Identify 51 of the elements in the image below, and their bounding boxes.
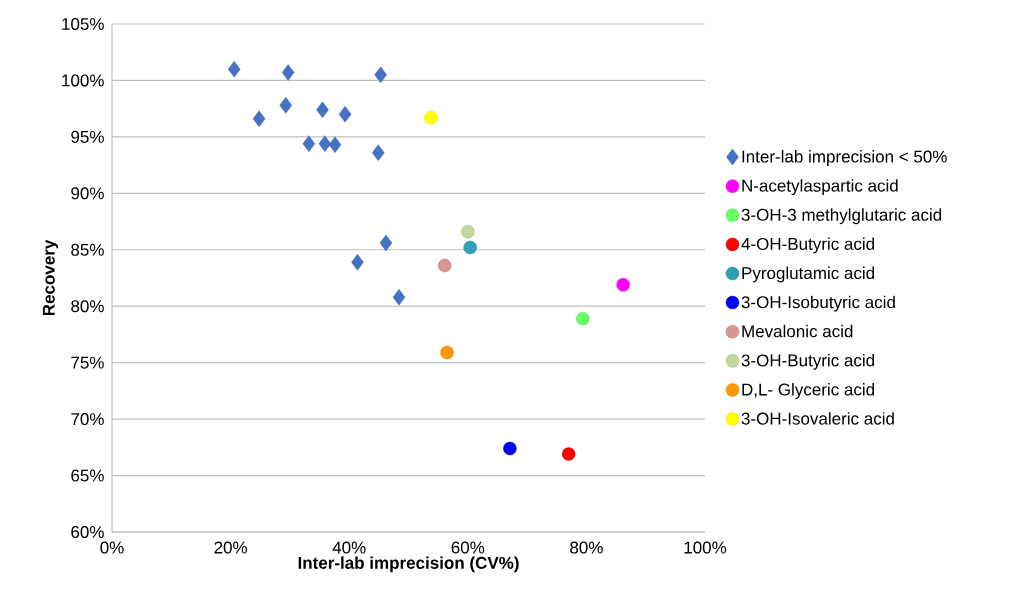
point xyxy=(424,110,438,125)
point xyxy=(316,101,329,118)
point xyxy=(437,258,452,273)
point xyxy=(503,441,517,456)
legend-label: N-acetylaspartic acid xyxy=(742,179,898,196)
point xyxy=(561,447,576,461)
point xyxy=(374,66,387,83)
point xyxy=(463,240,477,255)
legend-label: Mevalonic acid xyxy=(742,324,853,338)
point xyxy=(372,144,385,161)
point xyxy=(279,97,292,114)
x-tick-label: 40% xyxy=(332,541,366,554)
point xyxy=(227,60,241,78)
legend-label: 4-OH-Butyric acid xyxy=(741,237,875,254)
point xyxy=(318,135,332,152)
point xyxy=(338,106,352,123)
x-tick-label: 0% xyxy=(100,541,124,554)
y-axis-title: Recovery xyxy=(42,239,59,316)
point xyxy=(392,288,406,306)
legend-label: D,L- Glyceric acid xyxy=(742,383,875,399)
y-tick-label: 85% xyxy=(71,243,104,256)
point xyxy=(379,234,393,252)
y-tick-label: 60% xyxy=(71,525,104,539)
y-tick-label: 80% xyxy=(71,300,104,313)
point xyxy=(281,64,295,81)
x-tick-label: 100% xyxy=(684,541,727,554)
point xyxy=(328,136,342,153)
y-tick-label: 90% xyxy=(71,187,104,200)
legend-label: 3-OH-3 methylglutaric acid xyxy=(741,208,942,225)
point xyxy=(461,225,475,239)
legend-label: Pyroglutamic acid xyxy=(742,266,875,283)
legend-label: 3-OH-Butyric acid xyxy=(741,353,875,370)
point xyxy=(302,135,316,152)
y-tick-label: 100% xyxy=(62,74,104,87)
legend-label: 3-OH-Isovaleric acid xyxy=(741,412,894,425)
y-tick-label: 95% xyxy=(71,130,104,143)
point xyxy=(351,253,364,271)
x-tick-label: 20% xyxy=(214,541,248,554)
y-tick-label: 105% xyxy=(62,17,104,31)
y-tick-label: 65% xyxy=(71,469,104,482)
legend-label: 3-OH-Isobutyric acid xyxy=(741,295,895,312)
x-axis-title: Inter-lab imprecision (CV%) xyxy=(298,556,519,573)
legend-label: Inter-lab imprecision < 50% xyxy=(742,150,947,166)
y-tick-label: 75% xyxy=(71,356,104,369)
x-tick-label: 80% xyxy=(570,541,603,554)
y-tick-label: 70% xyxy=(71,413,104,426)
x-tick-label: 60% xyxy=(451,541,485,554)
point xyxy=(440,345,454,360)
point xyxy=(576,311,590,326)
point xyxy=(616,278,630,292)
point xyxy=(252,110,266,128)
